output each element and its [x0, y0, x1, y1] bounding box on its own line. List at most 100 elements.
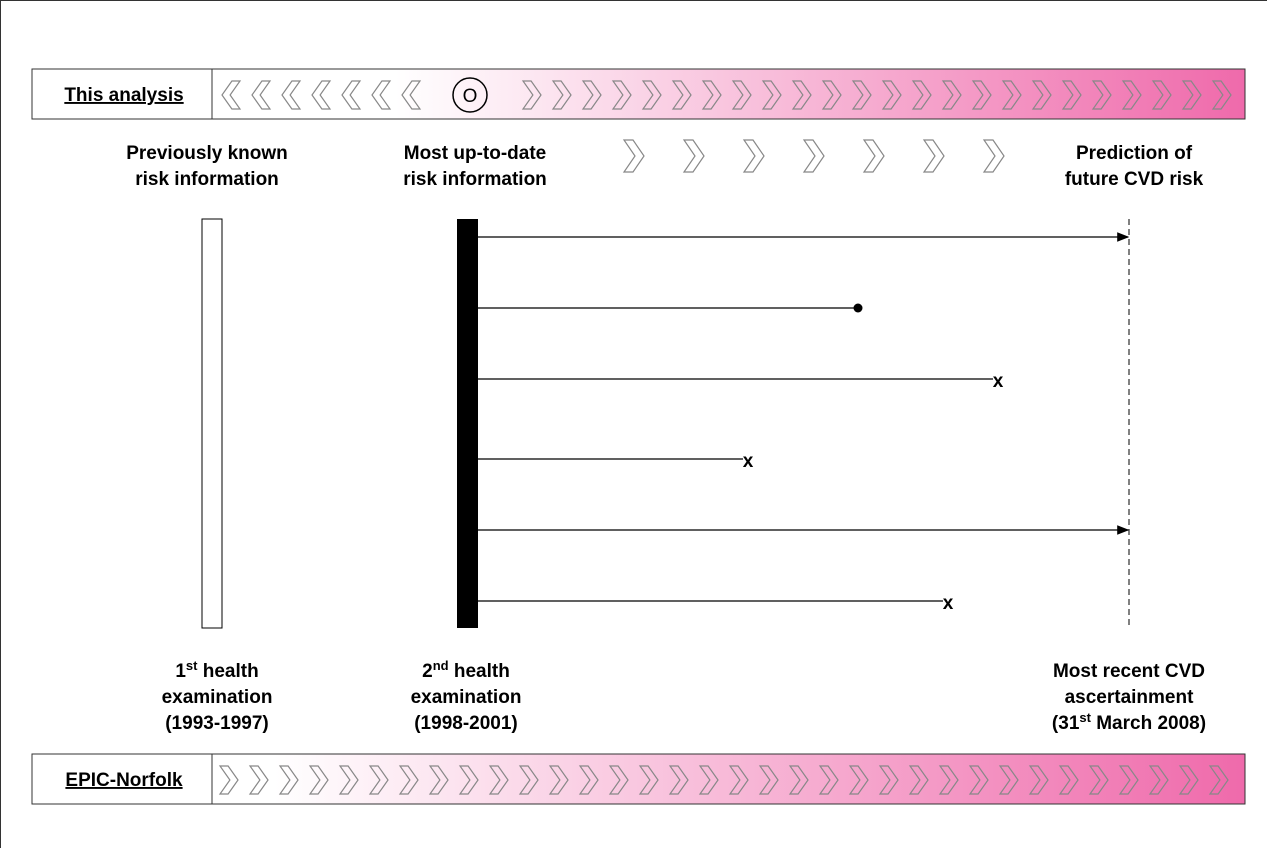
- chevron: [941, 80, 962, 110]
- label-part: health: [197, 661, 258, 682]
- label: Most recent CVD: [1053, 661, 1205, 682]
- chevron: [218, 765, 239, 795]
- chevron: [968, 765, 989, 795]
- now-symbol: O: [463, 86, 478, 107]
- chevron: [821, 80, 842, 110]
- chevron: [701, 80, 722, 110]
- label: (1998-2001): [414, 713, 518, 734]
- chevron: [998, 765, 1019, 795]
- chevron: [581, 80, 602, 110]
- chevron: [878, 765, 899, 795]
- label-part: March 2008): [1091, 713, 1206, 734]
- top-chevrons: [221, 80, 1232, 110]
- header: Prediction of: [1076, 143, 1193, 164]
- chevron: [371, 80, 392, 110]
- chevron: [368, 765, 389, 795]
- chevron: [551, 80, 572, 110]
- chevron: [1148, 765, 1169, 795]
- chevron: [862, 139, 885, 173]
- chevron: [938, 765, 959, 795]
- top-bar-label: This analysis: [64, 85, 183, 106]
- label: 2nd health: [422, 658, 510, 682]
- censor-mark: x: [993, 371, 1004, 392]
- chevron: [221, 80, 242, 110]
- chevron: [578, 765, 599, 795]
- chevron: [1031, 80, 1052, 110]
- top-bar: [31, 68, 1246, 120]
- header: risk information: [403, 169, 547, 190]
- chevron: [311, 80, 332, 110]
- chevron: [671, 80, 692, 110]
- chevron: [638, 765, 659, 795]
- chevron: [548, 765, 569, 795]
- chevron: [982, 139, 1005, 173]
- chevron: [1208, 765, 1229, 795]
- chevron: [611, 80, 632, 110]
- death-dot: [853, 303, 863, 313]
- chevron: [488, 765, 509, 795]
- chevron: [731, 80, 752, 110]
- chevron: [341, 80, 362, 110]
- chevron: [518, 765, 539, 795]
- chevron: [758, 765, 779, 795]
- chevron: [428, 765, 449, 795]
- chevron: [1058, 765, 1079, 795]
- censor-mark: x: [943, 593, 954, 614]
- chevron: [1028, 765, 1049, 795]
- superscript: st: [186, 658, 198, 673]
- chevron: [728, 765, 749, 795]
- label-part: 2: [422, 661, 433, 682]
- chevron: [278, 765, 299, 795]
- chevron: [622, 139, 645, 173]
- label: ascertainment: [1065, 687, 1195, 708]
- chevron: [521, 80, 542, 110]
- chevron: [911, 80, 932, 110]
- chevron: [848, 765, 869, 795]
- superscript: st: [1079, 710, 1091, 725]
- chevron: [908, 765, 929, 795]
- second-exam-bar: [457, 219, 478, 628]
- bottom-bar-label: EPIC-Norfolk: [65, 770, 183, 791]
- label: (1993-1997): [165, 713, 269, 734]
- chevron: [281, 80, 302, 110]
- label-part: 1: [175, 661, 186, 682]
- header: Previously known: [126, 143, 288, 164]
- chevron: [1178, 765, 1199, 795]
- now-circle: [452, 77, 488, 113]
- chevron: [818, 765, 839, 795]
- chevron: [458, 765, 479, 795]
- chevron: [1181, 80, 1202, 110]
- label: examination: [162, 687, 273, 708]
- chevron: [1118, 765, 1139, 795]
- bottom-bar: [31, 753, 1246, 805]
- chevron: [401, 80, 422, 110]
- label-part: health: [449, 661, 510, 682]
- chevron: [608, 765, 629, 795]
- label: examination: [411, 687, 522, 708]
- chevron: [742, 139, 765, 173]
- chevron: [248, 765, 269, 795]
- chevron: [668, 765, 689, 795]
- label: (31st March 2008): [1052, 710, 1206, 734]
- chevron: [1211, 80, 1232, 110]
- chevron: [1121, 80, 1142, 110]
- chevron: [1091, 80, 1112, 110]
- chevron: [338, 765, 359, 795]
- header: future CVD risk: [1065, 169, 1204, 190]
- first-exam-bar: [201, 218, 223, 629]
- chevron: [1088, 765, 1109, 795]
- chevron: [682, 139, 705, 173]
- censor-mark: x: [743, 451, 754, 472]
- chevron: [761, 80, 782, 110]
- bottom-chevrons: [218, 765, 1229, 795]
- chevron: [1151, 80, 1172, 110]
- label-part: (31: [1052, 713, 1080, 734]
- superscript: nd: [433, 658, 449, 673]
- chevron: [851, 80, 872, 110]
- chevron: [802, 139, 825, 173]
- chevron: [922, 139, 945, 173]
- chevron: [1001, 80, 1022, 110]
- label: 1st health: [175, 658, 258, 682]
